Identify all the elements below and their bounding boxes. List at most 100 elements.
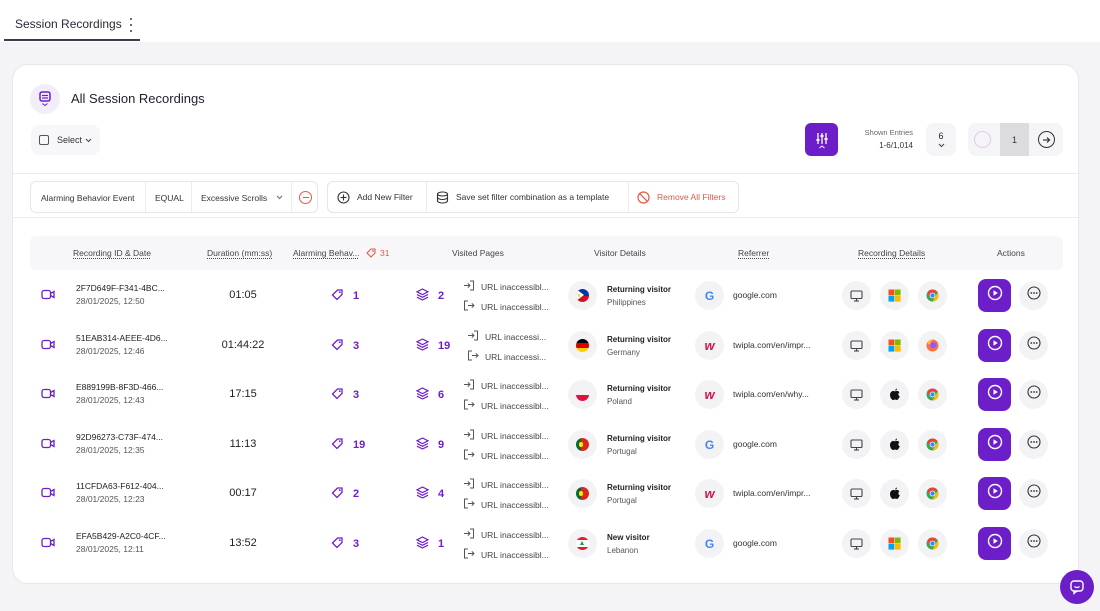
entry-page[interactable]: URL inaccessibl... [463,528,549,541]
referrer-url[interactable]: twipla.com/en/impr... [733,340,811,350]
chevron-down-icon [938,143,944,148]
visited-pages[interactable]: 19 [415,338,450,354]
desktop-icon [842,529,871,558]
alarm-events[interactable]: 19 [331,437,365,453]
select-all-checkbox[interactable] [39,135,49,145]
entry-page-icon [463,280,481,293]
filter-toggle-button[interactable] [805,123,838,156]
row-more-button[interactable] [1019,479,1048,508]
table-row[interactable]: 2F7D649F-F341-4BC... 28/01/2025, 12:50 01:… [13,271,1080,320]
chat-icon [1070,580,1084,595]
play-icon [987,285,1003,306]
alarm-tag-icon [331,338,353,354]
table-row[interactable]: 51EAB314-AEEE-4D6... 28/01/2025, 12:46 01:… [13,321,1080,370]
row-more-button[interactable] [1019,380,1048,409]
filter-bar: Alarming Behavior Event EQUAL Excessive … [13,173,1080,218]
previous-page-button[interactable] [974,131,991,148]
exit-page[interactable]: URL inaccessibl... [463,548,549,561]
select-dropdown[interactable]: Select [31,125,100,155]
row-more-button[interactable] [1019,430,1048,459]
remove-filter-icon[interactable] [299,191,312,204]
recordings-icon[interactable] [30,84,60,114]
current-page[interactable]: 1 [1000,123,1029,156]
video-camera-icon [41,485,55,503]
exit-page[interactable]: URL inaccessibl... [463,399,549,412]
entry-page[interactable]: URL inaccessibl... [463,429,549,442]
pages-value: 9 [438,439,445,451]
row-more-button[interactable] [1019,331,1048,360]
exit-url: URL inaccessibl... [481,499,549,510]
recordings-card: All Session Recordings Select Shown Entr… [12,64,1080,584]
exit-page[interactable]: URL inaccessibl... [463,300,549,313]
entry-page[interactable]: URL inaccessi... [467,330,546,343]
entry-page[interactable]: URL inaccessibl... [463,478,549,491]
alarm-events[interactable]: 3 [331,536,359,552]
row-more-button[interactable] [1019,529,1048,558]
visited-pages[interactable]: 6 [415,387,444,403]
exit-page[interactable]: URL inaccessi... [467,350,546,363]
row-more-button[interactable] [1019,281,1048,310]
referrer-url[interactable]: google.com [733,439,777,449]
play-recording-button[interactable] [978,279,1011,312]
plus-circle-icon [337,190,350,204]
alarm-events[interactable]: 1 [331,288,359,304]
referrer-url[interactable]: google.com [733,290,777,300]
visited-pages[interactable]: 2 [415,288,444,304]
per-page-select[interactable]: 6 [926,123,956,156]
table-row[interactable]: E889199B-8F3D-466... 28/01/2025, 12:43 17:… [13,370,1080,419]
col-visitor-details: Visitor Details [594,248,646,258]
layers-icon [415,536,438,552]
visited-pages[interactable]: 9 [415,437,445,453]
col-duration[interactable]: Duration (mm:ss) [207,248,273,258]
exit-page[interactable]: URL inaccessibl... [463,449,549,462]
referrer-url[interactable]: twipla.com/en/impr... [733,488,811,498]
exit-page[interactable]: URL inaccessibl... [463,498,549,511]
alarm-events[interactable]: 2 [331,486,359,502]
duration: 13:52 [229,537,257,549]
next-page-button[interactable] [1038,131,1055,148]
recording-id: 51EAB314-AEEE-4D6... [76,333,168,343]
save-template-label: Save set filter combination as a templat… [456,192,610,202]
table-row[interactable]: 92D96273-C73F-474... 28/01/2025, 12:35 11:… [13,420,1080,469]
play-recording-button[interactable] [978,477,1011,510]
visited-pages[interactable]: 1 [415,536,444,552]
entry-url: URL inaccessibl... [481,529,549,540]
shown-entries-value: 1-6/1,014 [879,141,913,150]
exit-url: URL inaccessi... [485,351,547,362]
col-recording-details[interactable]: Recording Details [858,248,926,258]
filter-value[interactable]: Excessive Scrolls [201,193,268,203]
alarm-events[interactable]: 3 [331,387,359,403]
google-icon: G [695,430,724,459]
play-recording-button[interactable] [978,527,1011,560]
play-recording-button[interactable] [978,329,1011,362]
pl-flag-icon [568,380,597,409]
col-recording-id[interactable]: Recording ID & Date [73,248,151,258]
recording-id: 2F7D649F-F341-4BC... [76,283,165,293]
visitor-type: Returning visitor [607,335,672,344]
table-row[interactable]: 11CFDA63-F612-404... 28/01/2025, 12:23 00:… [13,469,1080,518]
active-filter-chip[interactable]: Alarming Behavior Event EQUAL Excessive … [30,181,318,213]
save-template-button[interactable]: Save set filter combination as a templat… [436,182,609,212]
add-filter-button[interactable]: Add New Filter [337,182,413,212]
visited-pages[interactable]: 4 [415,486,444,502]
referrer-url[interactable]: google.com [733,538,777,548]
google-icon: G [695,529,724,558]
arrow-right-icon [1043,136,1051,143]
play-recording-button[interactable] [978,378,1011,411]
alarm-events[interactable]: 3 [331,338,359,354]
duration: 01:05 [229,289,257,301]
windows-icon [880,281,909,310]
entry-page[interactable]: URL inaccessibl... [463,379,549,392]
play-recording-button[interactable] [978,428,1011,461]
table-row[interactable]: EFA5B429-A2C0-4CF... 28/01/2025, 12:11 13:… [13,519,1080,568]
referrer-url[interactable]: twipla.com/en/why... [733,389,809,399]
kebab-menu-icon[interactable] [126,18,136,32]
entry-page[interactable]: URL inaccessibl... [463,280,549,293]
layers-icon [415,387,438,403]
chat-support-button[interactable] [1060,570,1094,604]
tab-session-recordings[interactable]: Session Recordings [4,9,140,41]
col-alarming-behavior[interactable]: Alarming Behav... [293,248,360,258]
col-visited-pages: Visited Pages [452,248,504,258]
remove-all-filters-button[interactable]: Remove All Filters [637,182,726,212]
col-referrer[interactable]: Referrer [738,248,770,258]
